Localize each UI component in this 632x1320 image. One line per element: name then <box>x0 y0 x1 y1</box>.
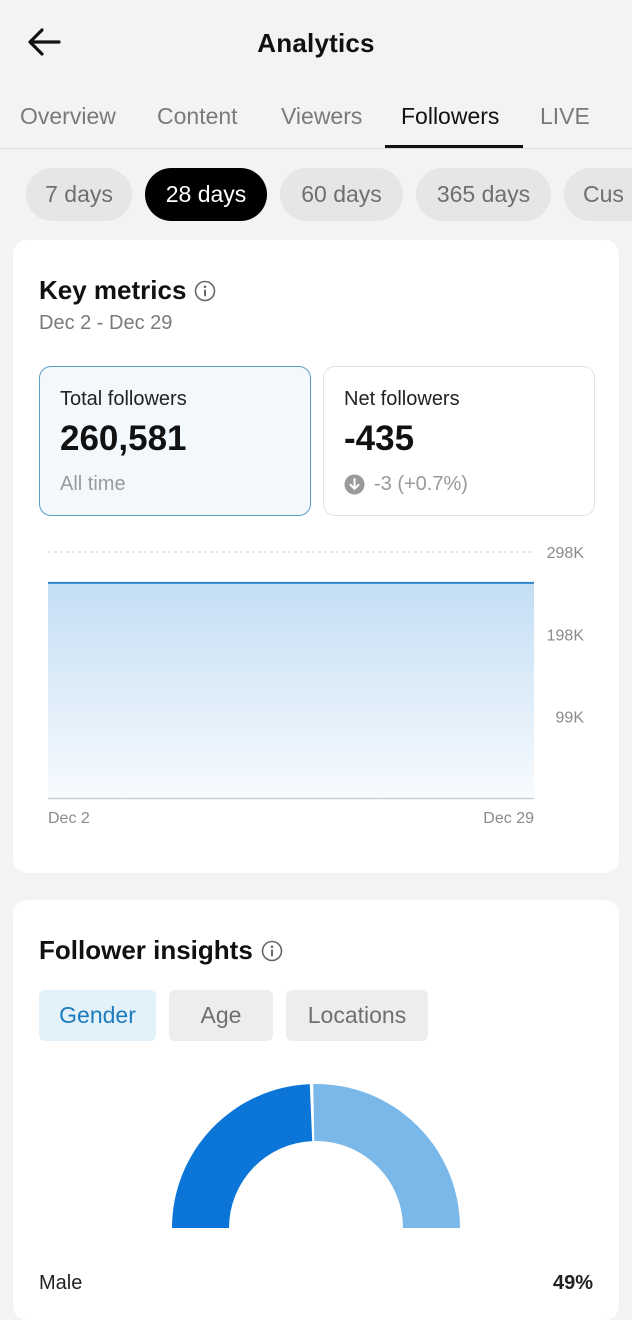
range-60-days[interactable]: 60 days <box>280 168 403 221</box>
date-range-selector: 7 days 28 days 60 days 365 days Cus <box>0 168 632 222</box>
net-followers-card[interactable]: Net followers -435 -3 (+0.7%) <box>323 366 595 516</box>
net-followers-value: -435 <box>344 419 415 458</box>
y-tick-label: 298K <box>547 545 585 562</box>
top-bar: Analytics <box>0 0 632 86</box>
tab-followers[interactable]: Followers <box>401 103 500 129</box>
key-metrics-card: Key metrics Dec 2 - Dec 29 Total followe… <box>13 240 619 873</box>
followers-area-chart: 298K 198K 99K Dec 2 Dec 29 <box>48 545 585 827</box>
follower-insights-title: Follower insights <box>39 935 253 965</box>
net-followers-change: -3 (+0.7%) <box>344 473 468 496</box>
total-followers-label: Total followers <box>60 388 187 410</box>
arrow-left-icon <box>28 28 61 56</box>
tab-content[interactable]: Content <box>157 103 238 129</box>
range-custom[interactable]: Cus <box>564 168 632 221</box>
range-28-days[interactable]: 28 days <box>145 168 267 221</box>
net-followers-change-text: -3 (+0.7%) <box>374 473 468 495</box>
info-icon[interactable] <box>261 940 283 962</box>
net-followers-label: Net followers <box>344 388 460 410</box>
tab-bar: Overview Content Viewers Followers LIVE <box>0 92 632 149</box>
active-tab-indicator <box>385 145 523 148</box>
segment-locations[interactable]: Locations <box>286 990 428 1041</box>
total-followers-card[interactable]: Total followers 260,581 All time <box>39 366 311 516</box>
area-fill <box>48 582 534 798</box>
y-tick-label: 99K <box>556 709 585 726</box>
donut-slice <box>172 1084 313 1228</box>
key-metrics-title: Key metrics <box>39 275 187 305</box>
tab-viewers[interactable]: Viewers <box>281 103 363 129</box>
total-followers-value: 260,581 <box>60 419 187 458</box>
info-icon[interactable] <box>194 280 216 302</box>
gender-donut-chart <box>172 1084 461 1228</box>
tab-overview[interactable]: Overview <box>20 103 116 129</box>
arrow-down-circle-icon <box>344 474 365 495</box>
segment-gender[interactable]: Gender <box>39 990 156 1041</box>
back-button[interactable] <box>22 24 66 60</box>
range-365-days[interactable]: 365 days <box>416 168 551 221</box>
tab-live[interactable]: LIVE <box>540 103 590 129</box>
legend-male-label: Male <box>39 1272 83 1294</box>
x-tick-label: Dec 2 <box>48 810 90 827</box>
y-tick-label: 198K <box>547 628 585 645</box>
date-range-label: Dec 2 - Dec 29 <box>39 312 173 334</box>
page-title: Analytics <box>257 27 375 58</box>
range-7-days[interactable]: 7 days <box>26 168 132 221</box>
total-followers-sub: All time <box>60 473 126 495</box>
follower-insights-heading: Follower insights <box>39 935 283 966</box>
segment-age[interactable]: Age <box>169 990 273 1041</box>
x-tick-label: Dec 29 <box>483 810 534 827</box>
legend-male-percent: 49% <box>552 1272 593 1294</box>
follower-insights-card: Follower insights Gender Age Locations M… <box>13 900 619 1320</box>
key-metrics-heading: Key metrics <box>39 275 216 306</box>
donut-slice <box>313 1084 461 1228</box>
